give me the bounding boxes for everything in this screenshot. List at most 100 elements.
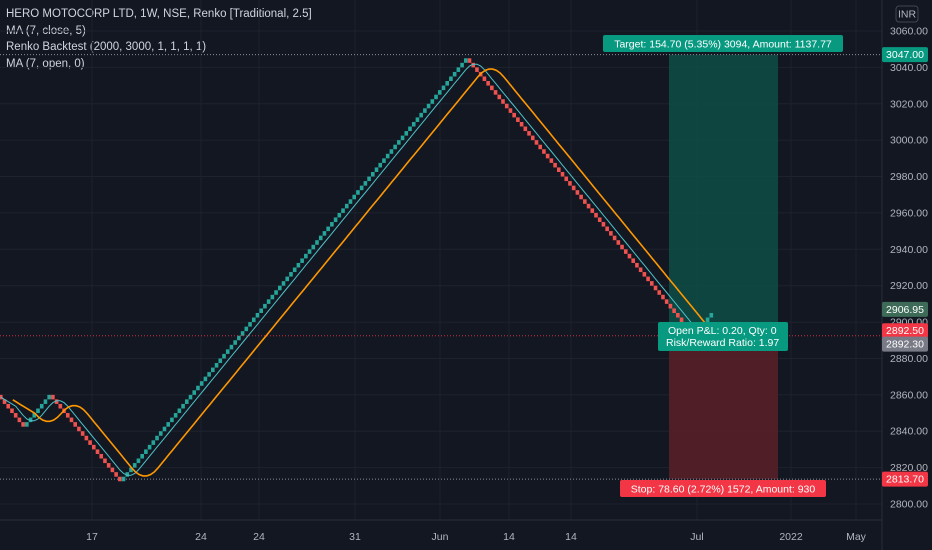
renko-brick [341,208,345,213]
currency-badge-border [895,5,919,23]
renko-brick [315,240,319,245]
price-tick-label: 3000.00 [890,135,928,147]
renko-brick [411,121,416,127]
renko-brick [363,181,368,186]
currency-badge[interactable]: INR [895,5,919,23]
position-labels: Target: 154.70 (5.35%) 3094, Amount: 113… [603,35,843,497]
price-axis[interactable]: 3060.00 3040.00 3020.00 3000.00 2980.00 2960.… [881,0,932,550]
pnl-text: Open P&L: 0.20, Qty: 0 [668,325,777,337]
renko-brick [627,253,632,259]
renko-brick [419,112,423,118]
renko-brick [229,344,234,350]
renko-brick [426,103,431,109]
legend-backtest[interactable]: Renko Backtest (2000, 3000, 1, 1, 1, 1) [6,41,207,53]
renko-brick [393,144,397,150]
renko-brick [248,322,252,327]
price-tag: 2892.50 [882,323,928,339]
renko-brick [668,303,673,309]
time-tick-label: 14 [503,531,515,543]
renko-brick [274,290,278,295]
renko-brick [493,90,498,95]
time-axis[interactable]: 17 24 24 31 Jun 14 14 Jul 2022 May [0,519,882,543]
renko-brick [705,317,710,323]
renko-brick [635,262,639,268]
renko-brick [523,126,528,132]
renko-brick [404,131,409,136]
renko-brick [378,162,383,168]
renko-brick [471,62,476,68]
renko-brick [497,94,502,100]
renko-brick [456,67,461,72]
price-tag-bg [882,301,928,317]
renko-brick [196,385,200,391]
price-tick-label: 2880.00 [890,353,928,365]
renko-brick [13,413,18,418]
renko-brick [77,426,81,432]
renko-brick [437,90,442,95]
renko-brick [39,403,44,409]
renko-brick [475,67,479,72]
target-label-bg [603,35,843,52]
legend-ma-open[interactable]: MA (7, open, 0) [6,57,85,70]
renko-brick [545,153,550,159]
price-tag-bg [882,336,928,352]
renko-brick [177,408,182,414]
price-tag-text: 2892.30 [886,339,924,351]
renko-brick [571,185,576,191]
renko-brick [653,285,658,291]
renko-brick [125,472,130,477]
renko-brick [382,158,386,163]
position-zones [669,54,778,480]
renko-brick [486,81,490,86]
price-tick-label: 3060.00 [890,26,928,38]
renko-brick [311,244,316,250]
renko-brick [352,194,356,200]
renko-brick [296,262,301,268]
renko-brick [676,312,680,318]
legend-symbol[interactable]: HERO MOTOCORP LTD, 1W, NSE, Renko [Tradi… [6,8,312,20]
moving-averages [0,63,724,477]
renko-brick [527,131,531,136]
renko-brick [594,212,598,218]
renko-brick [92,444,96,450]
renko-brick [512,112,516,118]
stop-zone [669,336,778,480]
renko-brick [322,231,327,236]
renko-brick [679,317,684,323]
renko-brick [623,249,628,254]
renko-brick [482,76,487,82]
price-tag-bg [882,323,928,339]
renko-brick [337,212,342,218]
renko-brick [530,135,535,141]
renko-brick [542,149,546,154]
renko-brick [460,62,464,68]
renko-brick [612,235,617,241]
renko-brick [304,253,308,259]
stop-label-bg [620,480,826,497]
renko-brick [367,176,371,182]
renko-brick [464,58,468,63]
renko-brick [36,408,40,414]
renko-brick [579,194,583,200]
renko-brick [25,422,29,427]
price-tag: 2906.95 [882,301,928,317]
time-tick-label: 2022 [779,531,803,543]
renko-brick [292,267,297,273]
renko-brick [586,203,591,209]
price-tag: 2813.70 [882,471,928,487]
renko-brick [192,390,197,395]
price-tag-text: 2906.95 [886,304,924,316]
renko-brick [32,413,37,418]
time-tick-label: Jun [432,531,449,543]
renko-brick [151,440,156,445]
price-tag-bg [882,471,928,487]
renko-brick [430,99,435,104]
renko-brick [54,399,59,404]
renko-brick [181,403,185,409]
renko-brick [281,281,286,286]
renko-brick [237,335,241,341]
renko-brick [207,372,211,377]
renko-brick [609,231,613,236]
renko-brick [449,76,453,82]
